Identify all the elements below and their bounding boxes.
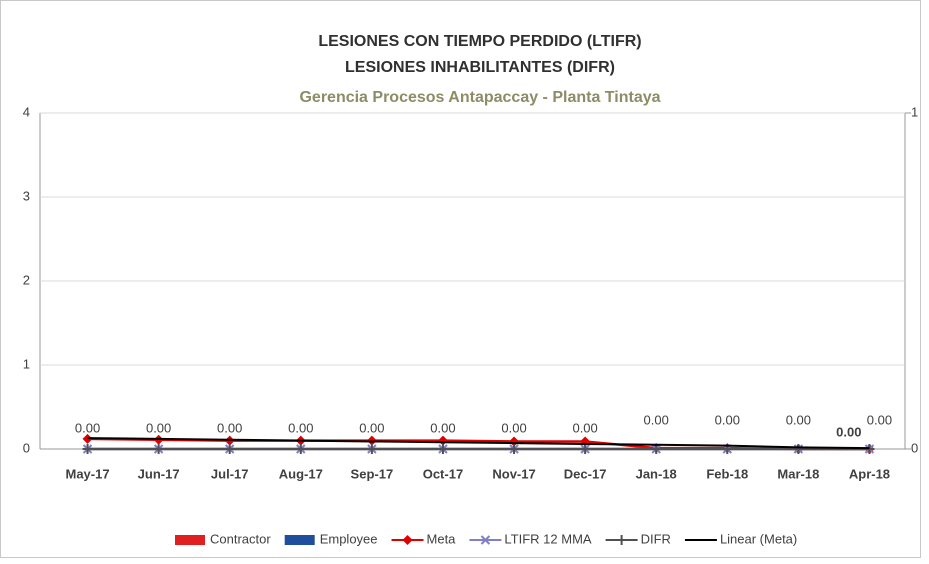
data-label: 0.00: [715, 412, 740, 427]
marker: [480, 535, 491, 545]
data-label: 0.00: [644, 412, 669, 427]
y-tick-label: 1: [23, 356, 30, 371]
data-label: 0.00: [867, 412, 892, 427]
marker: [295, 444, 306, 454]
x-tick-label: Aug-17: [279, 466, 323, 481]
data-label: 0.00: [836, 424, 861, 439]
marker: [509, 444, 520, 454]
x-tick-label: Jan-18: [636, 466, 677, 481]
legend-label: Employee: [320, 531, 378, 546]
chart-title: LESIONES CON TIEMPO PERDIDO (LTIFR): [318, 33, 641, 50]
x-tick-label: Sep-17: [351, 466, 394, 481]
y-tick-label: 4: [23, 104, 30, 119]
line: [87, 437, 870, 450]
legend-label: DIFR: [641, 531, 671, 546]
y-tick-label: 3: [23, 188, 30, 203]
marker: [402, 535, 413, 545]
data-label: 0.00: [501, 420, 526, 435]
legend-swatch: [175, 535, 205, 545]
marker: [224, 444, 235, 454]
data-label: 0.00: [359, 420, 384, 435]
x-tick-label: Jul-17: [211, 466, 249, 481]
y-tick-label: 0: [23, 440, 30, 455]
chart-subtitle: Gerencia Procesos Antapaccay - Planta Ti…: [299, 89, 660, 106]
x-tick-label: Nov-17: [492, 466, 535, 481]
x-tick-label: Oct-17: [423, 466, 463, 481]
legend-label: Meta: [427, 531, 457, 546]
x-tick-label: Mar-18: [777, 466, 819, 481]
marker: [437, 444, 448, 454]
marker: [366, 444, 377, 454]
x-tick-label: Feb-18: [706, 466, 748, 481]
x-tick-label: Dec-17: [564, 466, 607, 481]
x-tick-label: Jun-17: [138, 466, 180, 481]
marker: [616, 535, 627, 545]
marker: [580, 444, 591, 454]
legend-label: LTIFR 12 MMA: [504, 531, 591, 546]
data-label: 0.00: [572, 420, 597, 435]
marker: [153, 444, 164, 454]
y2-tick-label: 0: [911, 440, 918, 455]
data-label: 0.00: [146, 420, 171, 435]
data-label: 0.00: [288, 420, 313, 435]
y2-tick-label: 1: [911, 104, 918, 119]
x-tick-label: May-17: [66, 466, 110, 481]
marker: [793, 444, 804, 454]
data-label: 0.00: [786, 412, 811, 427]
data-label: 0.00: [75, 420, 100, 435]
legend-swatch: [284, 535, 315, 545]
marker: [82, 444, 93, 454]
legend-label: Contractor: [210, 531, 271, 546]
legend-label: Linear (Meta): [720, 531, 797, 546]
y-tick-label: 2: [23, 272, 30, 287]
chart-title-2: LESIONES INHABILITANTES (DIFR): [345, 59, 615, 76]
x-tick-label: Apr-18: [849, 466, 890, 481]
data-label: 0.00: [217, 420, 242, 435]
data-label: 0.00: [430, 420, 455, 435]
